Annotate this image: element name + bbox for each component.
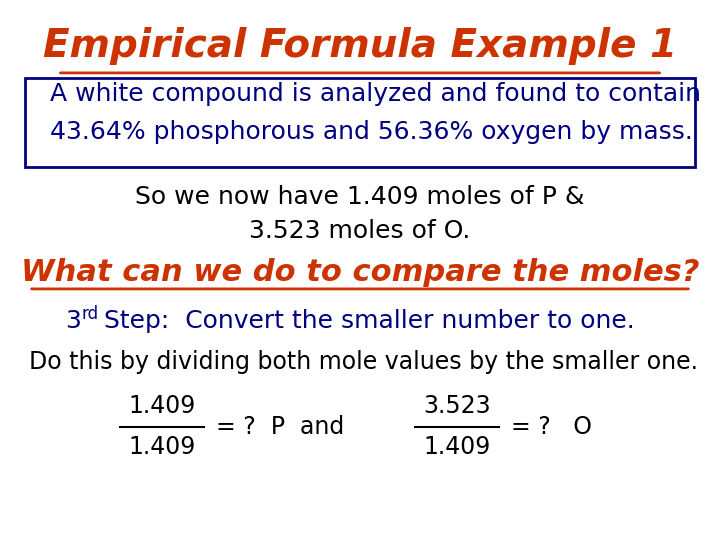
FancyBboxPatch shape — [25, 78, 695, 167]
Text: rd: rd — [81, 305, 99, 323]
Text: = ?   O: = ? O — [511, 415, 593, 438]
Text: 1.409: 1.409 — [423, 435, 491, 459]
Text: 1.409: 1.409 — [128, 394, 196, 418]
Text: 3: 3 — [65, 309, 81, 333]
Text: Step:  Convert the smaller number to one.: Step: Convert the smaller number to one. — [96, 309, 634, 333]
Text: 43.64% phosphorous and 56.36% oxygen by mass.: 43.64% phosphorous and 56.36% oxygen by … — [50, 120, 693, 144]
Text: 3.523 moles of O.: 3.523 moles of O. — [249, 219, 471, 243]
Text: 3.523: 3.523 — [423, 394, 491, 418]
Text: What can we do to compare the moles?: What can we do to compare the moles? — [21, 258, 699, 287]
Text: So we now have 1.409 moles of P &: So we now have 1.409 moles of P & — [135, 185, 585, 209]
Text: 1.409: 1.409 — [128, 435, 196, 459]
Text: A white compound is analyzed and found to contain: A white compound is analyzed and found t… — [50, 83, 701, 106]
Text: Do this by dividing both mole values by the smaller one.: Do this by dividing both mole values by … — [29, 350, 698, 374]
Text: = ?  P  and: = ? P and — [216, 415, 344, 438]
Text: Empirical Formula Example 1: Empirical Formula Example 1 — [43, 27, 677, 65]
